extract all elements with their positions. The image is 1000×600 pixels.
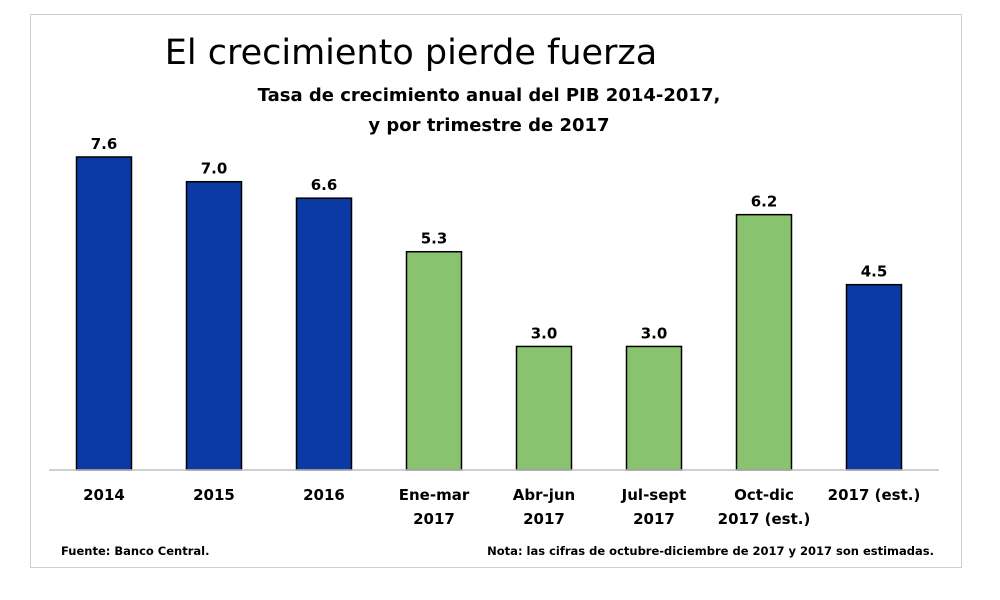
value-label-0: 7.6	[91, 135, 118, 153]
category-label-0: 2014	[83, 486, 125, 504]
bar-6	[735, 213, 793, 471]
bar-3	[405, 250, 463, 471]
category-labels-group: 2014 2015 2016 Ene-mar 2017 Abr-jun 2017 Jul-se…	[83, 486, 920, 528]
chart-svg: El crecimiento pierde fuerza Tasa de cre…	[49, 33, 939, 558]
value-label-7: 4.5	[861, 263, 888, 281]
footnote: Nota: las cifras de octubre-diciembre de…	[487, 544, 934, 558]
category-label-2: 2016	[303, 486, 345, 504]
bar-5	[625, 345, 683, 471]
chart-frame: El crecimiento pierde fuerza Tasa de cre…	[30, 14, 962, 568]
value-label-3: 5.3	[421, 230, 448, 248]
category-label-4: Abr-jun	[513, 486, 575, 504]
category-label-5-line-2: 2017	[633, 510, 675, 528]
bar-0	[75, 156, 133, 471]
value-label-1: 7.0	[201, 160, 228, 178]
bar-7	[845, 283, 903, 471]
bar-2	[295, 197, 353, 471]
source-note: Fuente: Banco Central.	[61, 544, 209, 558]
chart-subtitle-line-1: Tasa de crecimiento anual del PIB 2014-2…	[258, 85, 721, 106]
value-label-6: 6.2	[751, 193, 778, 211]
category-label-5: Jul-sept	[621, 486, 687, 504]
value-label-4: 3.0	[531, 324, 558, 342]
category-label-4-line-2: 2017	[523, 510, 565, 528]
category-label-3-line-2: 2017	[413, 510, 455, 528]
chart-subtitle-line-2: y por trimestre de 2017	[368, 115, 609, 136]
bar-1	[185, 180, 243, 471]
value-labels-group: 7.6 7.0 6.6 5.3 3.0 3.0 6.2 4.5	[91, 135, 888, 342]
category-label-7: 2017 (est.)	[828, 486, 921, 504]
category-label-6: Oct-dic	[734, 486, 794, 504]
bars-group	[75, 156, 903, 471]
category-label-3: Ene-mar	[399, 486, 470, 504]
bar-4	[515, 345, 573, 471]
category-label-6-line-2: 2017 (est.)	[718, 510, 811, 528]
value-label-2: 6.6	[311, 176, 338, 194]
chart-title: El crecimiento pierde fuerza	[165, 33, 658, 73]
value-label-5: 3.0	[641, 324, 668, 342]
category-label-1: 2015	[193, 486, 235, 504]
